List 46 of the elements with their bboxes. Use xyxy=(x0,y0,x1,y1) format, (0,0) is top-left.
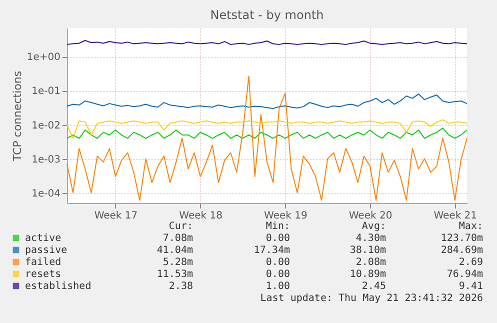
text: 0.00 xyxy=(266,257,290,268)
text: Max: xyxy=(458,221,483,232)
text: 11.53m xyxy=(156,269,193,280)
text: 9.41 xyxy=(458,281,483,292)
text: 0.00 xyxy=(266,269,290,280)
legend-label: active xyxy=(25,233,62,244)
x-tick-label: Week 19 xyxy=(264,210,308,222)
y-tick-label: 1e-02 xyxy=(32,120,60,132)
text: Avg: xyxy=(362,221,386,232)
text: 1.00 xyxy=(266,281,290,292)
y-axis-title: TCP connections xyxy=(10,70,24,162)
text: 4.30m xyxy=(356,233,386,244)
text: Cur: xyxy=(168,221,193,232)
x-tick-label: Week 20 xyxy=(348,210,392,222)
legend-label: resets xyxy=(25,269,62,280)
text: 41.04m xyxy=(156,245,193,256)
text: 7.08m xyxy=(162,233,193,244)
text: 2.38 xyxy=(168,281,193,292)
legend-label: failed xyxy=(25,257,62,268)
text: 38.10m xyxy=(350,245,386,256)
text: 284.69m xyxy=(440,245,483,256)
legend-label: passive xyxy=(25,245,68,256)
y-tick-label: 1e+00 xyxy=(26,52,60,64)
line-series xyxy=(66,119,468,139)
text: 5.28m xyxy=(162,257,193,268)
text: 10.89m xyxy=(350,269,386,280)
text: 123.70m xyxy=(440,233,483,244)
text: Last update: Thu May 21 23:41:32 2026 xyxy=(260,293,483,304)
x-tick-label: Week 17 xyxy=(94,210,138,222)
text: 2.08m xyxy=(356,257,386,268)
text: 17.34m xyxy=(254,245,290,256)
y-tick-label: 1e-04 xyxy=(32,188,60,200)
text: 2.45 xyxy=(362,281,386,292)
x-tick-label: Week 21 xyxy=(434,210,478,222)
line-series xyxy=(66,76,468,201)
x-tick-label: Week 18 xyxy=(179,210,222,222)
line-series xyxy=(66,94,468,110)
chart-title: Netstat - by month xyxy=(210,8,324,22)
y-tick-label: 1e-03 xyxy=(32,154,60,166)
text: Min: xyxy=(266,221,290,232)
text: 76.94m xyxy=(446,269,483,280)
legend-label: established xyxy=(25,281,92,292)
text: 0.00 xyxy=(266,233,290,244)
line-series xyxy=(66,128,468,139)
text: 2.69 xyxy=(458,257,483,268)
y-tick-label: 1e-01 xyxy=(32,86,60,98)
